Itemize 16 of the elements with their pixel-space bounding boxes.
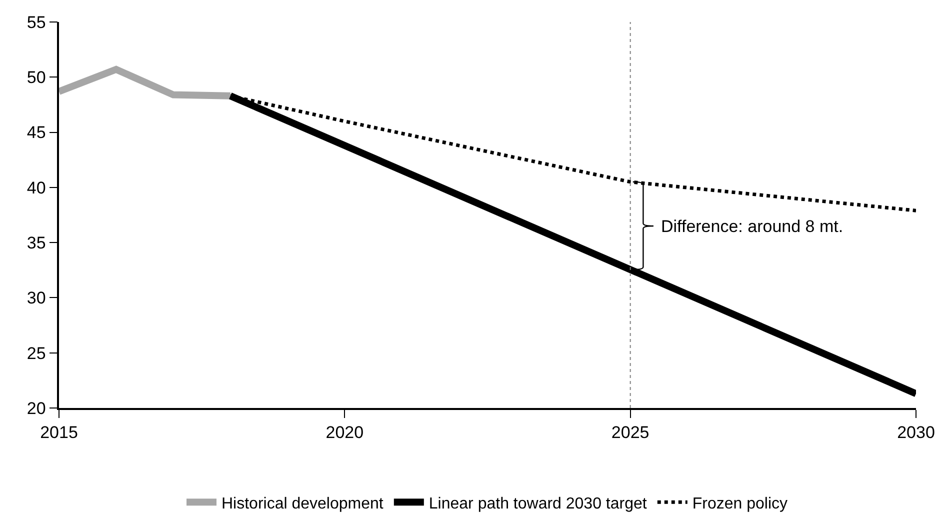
- y-tick-label: 35: [26, 234, 46, 253]
- legend-label: Frozen policy: [692, 495, 788, 512]
- y-tick-label: 50: [26, 68, 46, 88]
- y-tick-label: 25: [26, 344, 46, 363]
- y-tick-label: 55: [26, 12, 46, 32]
- x-tick-label: 2015: [40, 423, 78, 442]
- y-tick-label: 45: [26, 123, 46, 142]
- y-tick-label: 30: [26, 288, 46, 308]
- y-tick-label: 40: [26, 178, 46, 198]
- legend-label: Linear path toward 2030 target: [428, 495, 648, 512]
- x-tick-label: 2020: [326, 423, 364, 442]
- y-tick-label: 20: [26, 398, 46, 418]
- x-tick-label: 2025: [611, 423, 650, 442]
- annotation: Difference: around 8 mt.: [661, 217, 844, 236]
- x-tick-label: 2030: [897, 423, 935, 442]
- legend-label: Historical development: [222, 495, 384, 512]
